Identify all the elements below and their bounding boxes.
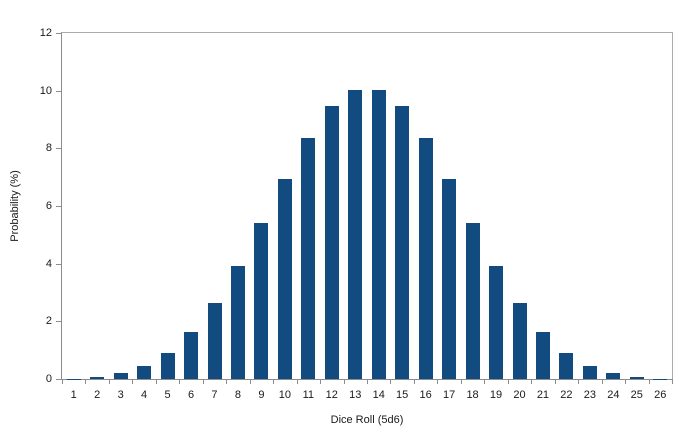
y-tick-label: 4	[45, 257, 52, 270]
x-tick-mark	[601, 379, 603, 384]
x-tick-label: 3	[117, 389, 124, 401]
x-tick-mark	[296, 379, 298, 384]
x-tick-mark	[554, 379, 556, 384]
y-tick-mark	[56, 206, 61, 207]
x-tick-label: 15	[396, 389, 409, 401]
bar	[254, 223, 269, 379]
bar	[184, 332, 199, 379]
x-tick-mark	[62, 379, 63, 384]
x-tick-label: 7	[211, 389, 218, 401]
bar	[277, 178, 292, 379]
x-tick-mark	[578, 379, 580, 384]
x-tick-mark	[273, 379, 275, 384]
x-tick-mark	[249, 379, 251, 384]
x-tick-label: 20	[513, 389, 526, 401]
x-tick-mark	[648, 379, 650, 384]
x-tick-mark	[672, 379, 673, 384]
x-tick-label: 22	[560, 389, 573, 401]
bar	[230, 265, 245, 379]
bar	[512, 303, 527, 379]
x-tick-mark	[202, 379, 204, 384]
x-tick-mark	[179, 379, 181, 384]
y-tick-mark	[56, 148, 61, 150]
bar	[113, 373, 128, 379]
bar	[160, 353, 175, 379]
x-tick-label: 4	[141, 389, 148, 401]
y-tick-label: 0	[45, 373, 52, 385]
y-tick-label: 12	[39, 27, 52, 39]
bar	[418, 137, 433, 379]
bar	[348, 89, 363, 379]
bar	[535, 332, 550, 379]
x-tick-mark	[367, 379, 368, 384]
x-tick-label: 18	[466, 389, 479, 401]
x-tick-label: 14	[372, 389, 385, 401]
bar	[489, 265, 504, 379]
x-tick-label: 9	[258, 389, 265, 401]
x-tick-label: 5	[164, 389, 171, 401]
bar	[395, 106, 410, 379]
x-tick-label: 26	[654, 389, 667, 401]
bar	[324, 106, 339, 379]
bar	[207, 303, 222, 379]
bar	[137, 366, 152, 379]
x-tick-label: 11	[302, 389, 315, 401]
y-tick-mark	[56, 90, 61, 92]
x-tick-mark	[226, 379, 228, 384]
bar	[582, 366, 597, 379]
y-tick-mark	[56, 321, 61, 323]
x-tick-label: 6	[187, 389, 195, 401]
x-tick-mark	[460, 379, 462, 384]
bar	[465, 223, 480, 379]
x-tick-label: 23	[583, 389, 596, 401]
bar	[629, 377, 644, 379]
x-tick-label: 8	[234, 389, 241, 401]
x-tick-label: 10	[278, 389, 291, 401]
x-tick-label: 24	[607, 389, 620, 401]
x-tick-mark	[343, 379, 345, 384]
plot-area	[61, 32, 673, 380]
bar	[301, 137, 316, 379]
x-tick-mark	[132, 379, 134, 384]
bar	[559, 353, 574, 379]
x-tick-label: 13	[349, 389, 362, 401]
x-tick-mark	[85, 379, 87, 384]
x-tick-mark	[108, 379, 110, 384]
x-tick-mark	[320, 379, 322, 384]
x-tick-label: 21	[536, 389, 550, 401]
x-tick-mark	[437, 379, 439, 384]
x-tick-label: 25	[630, 389, 643, 401]
y-tick-label: 6	[45, 200, 52, 212]
y-tick-label: 8	[45, 142, 52, 155]
x-tick-mark	[625, 379, 627, 384]
y-tick-label: 2	[45, 315, 52, 328]
x-tick-mark	[155, 379, 157, 384]
x-tick-mark	[390, 379, 392, 384]
x-tick-label: 19	[489, 389, 503, 401]
x-tick-label: 1	[70, 389, 77, 401]
y-tick-mark	[56, 263, 61, 265]
x-tick-label: 2	[94, 389, 101, 401]
x-tick-label: 12	[325, 389, 338, 401]
x-tick-mark	[413, 379, 415, 384]
y-tick-mark	[56, 379, 61, 380]
bar	[606, 373, 621, 379]
x-axis-title: Dice Roll (5d6)	[330, 414, 404, 426]
x-tick-label: 17	[442, 389, 456, 401]
y-tick-label: 10	[39, 84, 52, 97]
bar	[371, 89, 386, 379]
x-tick-mark	[507, 379, 509, 384]
x-tick-mark	[531, 379, 533, 384]
bar	[90, 377, 105, 379]
y-tick-mark	[56, 33, 61, 34]
x-tick-label: 16	[419, 389, 432, 401]
x-tick-mark	[484, 379, 486, 384]
bar	[442, 178, 457, 379]
